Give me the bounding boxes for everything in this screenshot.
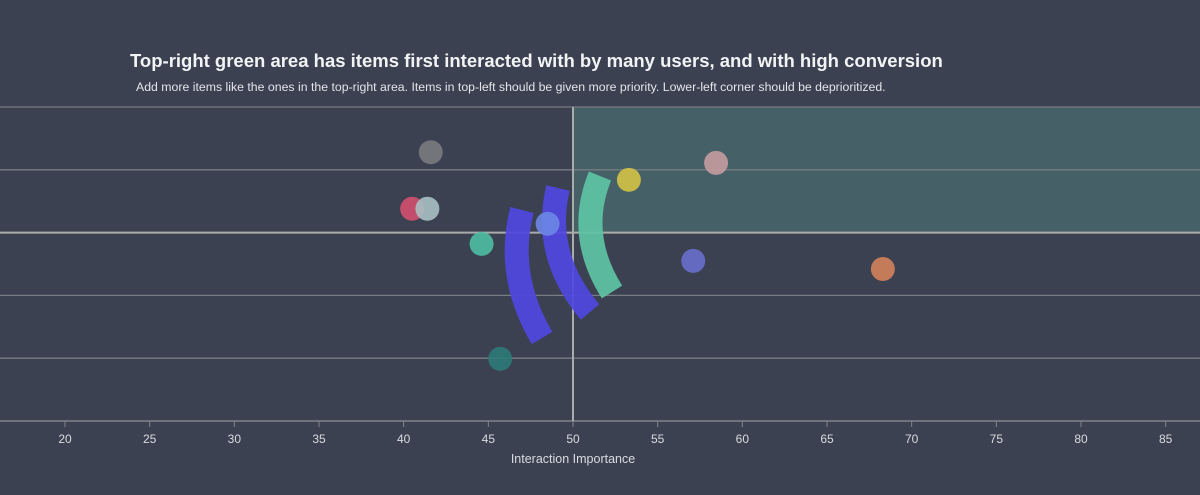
data-point[interactable] [535, 211, 560, 236]
x-tick-label: 80 [1074, 432, 1088, 446]
x-axis-label: Interaction Importance [511, 452, 635, 466]
x-tick-label: 65 [820, 432, 834, 446]
x-tick-label: 70 [905, 432, 919, 446]
x-tick-label: 25 [143, 432, 157, 446]
data-point[interactable] [488, 346, 513, 371]
data-point[interactable] [704, 150, 729, 175]
overlay-arc-3 [578, 171, 623, 299]
x-tick-label: 55 [651, 432, 665, 446]
x-tick-label: 75 [990, 432, 1004, 446]
data-point[interactable] [418, 140, 443, 165]
x-tick-label: 40 [397, 432, 411, 446]
x-tick-label: 45 [482, 432, 496, 446]
x-tick-label: 35 [312, 432, 326, 446]
x-tick-label: 20 [58, 432, 72, 446]
x-axis-ticks: 20 25 30 35 40 45 50 55 60 65 70 75 80 85 [58, 421, 1173, 446]
overlay-arc-2 [542, 185, 600, 320]
overlay-arcs [504, 171, 623, 345]
overlay-arc-1 [504, 206, 553, 345]
data-points [400, 140, 895, 371]
x-tick-label: 50 [566, 432, 580, 446]
data-point[interactable] [870, 257, 895, 282]
chart-subtitle: Add more items like the ones in the top-… [136, 80, 886, 94]
data-point[interactable] [469, 231, 494, 256]
x-tick-label: 30 [228, 432, 242, 446]
chart-title: Top-right green area has items first int… [130, 50, 943, 71]
data-point[interactable] [681, 248, 706, 273]
x-tick-label: 60 [736, 432, 750, 446]
data-point[interactable] [616, 167, 641, 192]
data-point[interactable] [415, 196, 440, 221]
x-tick-label: 85 [1159, 432, 1173, 446]
